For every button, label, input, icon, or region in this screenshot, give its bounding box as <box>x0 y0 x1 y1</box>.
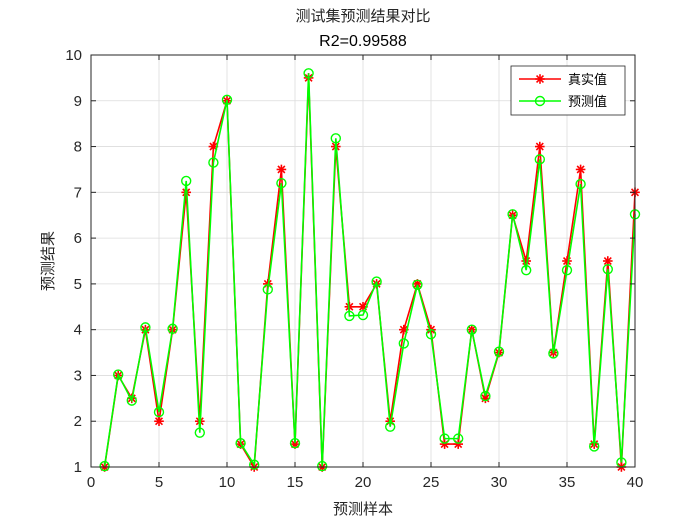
asterisk-stroke <box>576 165 585 174</box>
y-tick-label: 9 <box>74 93 82 110</box>
asterisk-stroke <box>454 440 463 449</box>
data-point-2 <box>303 68 314 79</box>
data-point-1 <box>453 439 463 449</box>
data-point-2 <box>439 433 450 444</box>
data-point-2 <box>575 178 586 190</box>
y-tick-label: 7 <box>74 184 82 201</box>
y-axis-label: 预测结果 <box>39 231 57 291</box>
x-tick-label: 40 <box>627 474 644 491</box>
asterisk-stroke <box>358 302 368 311</box>
asterisk-stroke <box>535 142 544 151</box>
x-tick-label: 25 <box>423 474 440 491</box>
data-point-2 <box>589 441 600 452</box>
data-point-1 <box>154 416 164 427</box>
data-point-2 <box>548 348 559 359</box>
data-point-2 <box>99 460 110 472</box>
asterisk-stroke <box>440 440 449 449</box>
x-tick-label: 35 <box>559 474 576 491</box>
x-axis-label: 预测样本 <box>333 500 393 518</box>
chart-title: 测试集预测结果对比 <box>295 7 430 25</box>
data-point-2 <box>112 369 124 380</box>
x-tick-label: 15 <box>287 474 304 491</box>
data-point-2 <box>521 264 532 276</box>
data-point-2 <box>248 459 260 470</box>
asterisk-stroke <box>413 279 422 288</box>
ticks: 0 5 10 15 20 25 30 35 40 1 2 3 4 5 6 7 8 9 10 <box>65 47 643 491</box>
x-tick-label: 5 <box>155 474 163 491</box>
data-point-2 <box>344 310 355 322</box>
data-point-1 <box>562 256 572 266</box>
data-point-2 <box>317 460 328 472</box>
data-point-1 <box>439 439 450 449</box>
data-point-2 <box>425 329 437 340</box>
legend-swatch-marker-2 <box>534 95 546 107</box>
data-point-2 <box>602 264 613 275</box>
x-tick-label: 30 <box>491 474 508 491</box>
data-point-2 <box>167 323 178 334</box>
x-tick-label: 20 <box>355 474 372 491</box>
asterisk-stroke <box>154 417 164 426</box>
data-point-2 <box>398 338 409 349</box>
data-point-2 <box>385 421 396 432</box>
y-tick-label: 5 <box>74 276 82 293</box>
y-tick-label: 2 <box>74 413 82 430</box>
asterisk-stroke <box>399 325 408 334</box>
data-point-1 <box>575 164 586 175</box>
data-point-2 <box>493 346 505 357</box>
data-point-2 <box>276 177 287 189</box>
data-point-2 <box>534 154 545 165</box>
y-tick-label: 6 <box>74 230 82 247</box>
data-point-2 <box>153 406 165 418</box>
y-tick-label: 10 <box>65 47 82 64</box>
data-point-2 <box>357 309 369 321</box>
data-point-2 <box>412 279 423 291</box>
data-point-2 <box>235 437 246 449</box>
data-point-2 <box>453 433 464 444</box>
chart-subtitle: R2=0.99588 <box>319 33 407 50</box>
data-point-2 <box>194 427 206 438</box>
series-layer <box>99 68 641 472</box>
asterisk-stroke <box>209 142 218 151</box>
asterisk-stroke <box>290 440 300 449</box>
data-point-2 <box>262 284 273 295</box>
data-point-1 <box>535 141 545 152</box>
data-point-1 <box>276 164 287 175</box>
y-tick-label: 3 <box>74 367 82 384</box>
data-point-2 <box>480 390 491 402</box>
legend-label-2: 预测值 <box>568 94 607 110</box>
legend-label-1: 真实值 <box>568 72 607 88</box>
series-line-2 <box>103 73 636 468</box>
y-tick-label: 1 <box>74 459 82 476</box>
data-point-2 <box>371 276 382 287</box>
data-point-2 <box>289 437 301 449</box>
data-point-2 <box>507 209 518 220</box>
data-point-1 <box>208 141 219 152</box>
x-tick-label: 0 <box>87 474 95 491</box>
legend-box <box>510 65 626 116</box>
asterisk-stroke <box>603 256 612 266</box>
data-point-2 <box>140 322 151 333</box>
legend-swatch-marker-1 <box>535 74 545 84</box>
y-tick-label: 8 <box>74 139 82 156</box>
data-point-2 <box>180 175 192 187</box>
data-point-2 <box>466 324 477 335</box>
y-tick-label: 4 <box>74 322 82 339</box>
asterisk-stroke <box>535 74 545 84</box>
data-point-2 <box>561 264 573 276</box>
data-point-2 <box>208 157 219 168</box>
x-tick-label: 10 <box>219 474 236 491</box>
data-point-2 <box>330 133 341 144</box>
data-point-2 <box>126 395 138 406</box>
asterisk-stroke <box>277 165 286 174</box>
data-point-2 <box>221 94 233 106</box>
